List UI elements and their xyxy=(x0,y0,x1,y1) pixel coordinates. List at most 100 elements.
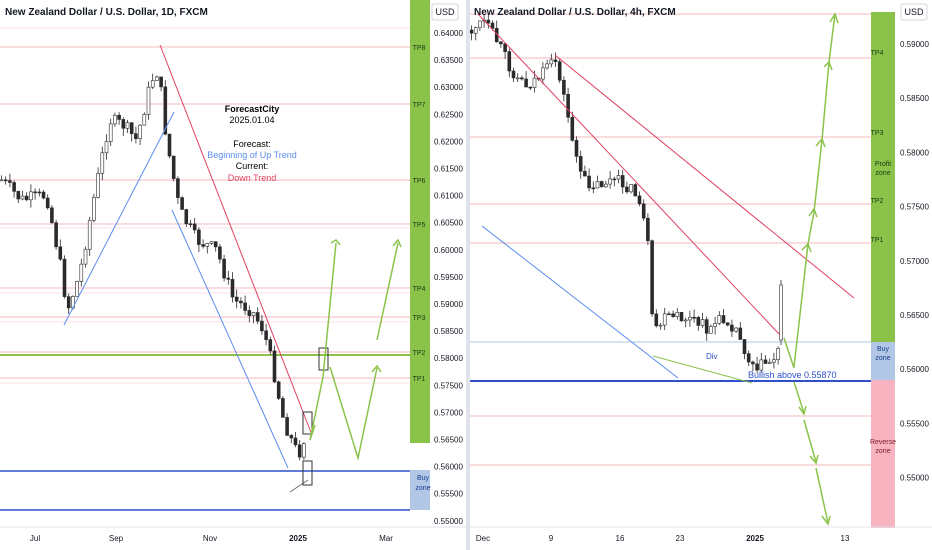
price-label: 0.63000 xyxy=(434,83,463,92)
time-label: 13 xyxy=(841,534,850,543)
downtrend-line xyxy=(159,44,313,436)
tp-label: TP1 xyxy=(871,237,884,244)
tp-label: TP1 xyxy=(413,376,426,383)
currency-badge[interactable] xyxy=(900,3,928,21)
price-label: 0.61000 xyxy=(434,192,463,201)
price-label: 0.61500 xyxy=(434,165,463,174)
panel-divider xyxy=(466,0,470,550)
price-label: 0.55000 xyxy=(434,517,463,526)
time-label: 9 xyxy=(549,534,554,543)
price-label: 0.60000 xyxy=(434,246,463,255)
lower-channel-line xyxy=(171,209,289,469)
price-label: 0.58000 xyxy=(434,354,463,363)
forecast-date: 2025.01.04 xyxy=(229,115,274,125)
price-label: 0.58500 xyxy=(434,327,463,336)
divergence-line xyxy=(652,355,753,384)
price-label: 0.59500 xyxy=(434,273,463,282)
price-label: 0.60500 xyxy=(434,219,463,228)
time-label: 23 xyxy=(676,534,685,543)
buy-zone-label-2: zone xyxy=(875,355,890,362)
4h-candles xyxy=(470,13,783,374)
current-value: Down Trend xyxy=(228,173,277,183)
time-label: Mar xyxy=(379,534,393,543)
buy-zone-label-2: zone xyxy=(415,485,430,492)
buy-zone-bar xyxy=(410,470,430,510)
price-label: 0.58000 xyxy=(900,148,929,157)
div-label: Div xyxy=(706,352,718,361)
price-label: 0.59000 xyxy=(434,300,463,309)
price-label: 0.56500 xyxy=(434,436,463,445)
price-label: 0.56000 xyxy=(900,365,929,374)
tp-label: TP3 xyxy=(413,315,426,322)
currency-label: USD xyxy=(435,7,455,17)
forecast-value: Beginning of Up Trend xyxy=(207,150,297,160)
tp-label: TP3 xyxy=(871,130,884,137)
price-label: 0.55000 xyxy=(900,474,929,483)
profit-zone-bar xyxy=(871,12,895,342)
target-box-2 xyxy=(302,411,313,435)
time-label: Nov xyxy=(203,534,217,543)
forecast-arrows xyxy=(783,12,839,526)
target-box-3 xyxy=(302,460,313,486)
time-label: 16 xyxy=(616,534,625,543)
buy-zone-label-1: Buy xyxy=(877,346,890,353)
time-axis-labels: Jul Sep Nov 2025 Mar xyxy=(30,534,393,543)
price-label: 0.57500 xyxy=(900,203,929,212)
price-axis-labels: 0.59000 0.58500 0.58000 0.57500 0.57000 0.565… xyxy=(900,40,929,483)
buy-zone-bar xyxy=(871,342,895,380)
tp-label: TP2 xyxy=(871,198,884,205)
chart-panel-daily[interactable]: ForecastCity 2025.01.04 Forecast: Beginn… xyxy=(0,0,466,550)
chart-title: New Zealand Dollar / U.S. Dollar, 4h, FX… xyxy=(474,7,676,18)
price-label: 0.62000 xyxy=(434,137,463,146)
bullish-label: Bullish above 0.55870 xyxy=(748,370,837,380)
chart-title: New Zealand Dollar / U.S. Dollar, 1D, FX… xyxy=(5,7,208,18)
price-axis-labels: 0.64000 0.63500 0.63000 0.62500 0.62000 0.615… xyxy=(434,29,463,526)
price-label: 0.58500 xyxy=(900,94,929,103)
price-label: 0.57500 xyxy=(434,381,463,390)
profit-zone-bar xyxy=(410,0,430,443)
price-axis xyxy=(430,0,466,550)
4h-chart-canvas[interactable]: Div Bullish above 0.55870 New Zealand Do… xyxy=(470,0,932,550)
price-label: 0.55500 xyxy=(900,419,929,428)
current-label: Current: xyxy=(236,161,269,171)
tp-label: TP5 xyxy=(413,222,426,229)
currency-label: USD xyxy=(904,7,924,17)
reverse-zone-label-2: zone xyxy=(875,448,890,455)
price-label: 0.57000 xyxy=(900,257,929,266)
tp-label: TP2 xyxy=(413,350,426,357)
forecast-arrows xyxy=(309,238,402,461)
daily-candles xyxy=(0,73,306,461)
buy-zone-label-1: Buy xyxy=(417,475,430,482)
tp-label: TP6 xyxy=(413,178,426,185)
time-label: Jul xyxy=(30,534,40,543)
profit-zone-label-2: zone xyxy=(875,170,890,177)
price-label: 0.57000 xyxy=(434,408,463,417)
main-downtrend-line xyxy=(554,54,855,299)
support-trend-line xyxy=(481,225,679,379)
forecast-brand: ForecastCity xyxy=(225,104,280,114)
steep-downtrend-line xyxy=(477,13,781,336)
profit-zone-label-1: Profit xyxy=(875,161,891,168)
reverse-zone-bar xyxy=(871,380,895,528)
forecast-label: Forecast: xyxy=(233,139,271,149)
time-axis-labels: Dec 9 16 23 2025 13 xyxy=(476,534,850,543)
time-label: 2025 xyxy=(746,534,764,543)
time-label: 2025 xyxy=(289,534,307,543)
tp-label: TP4 xyxy=(871,50,884,57)
daily-chart-canvas[interactable]: ForecastCity 2025.01.04 Forecast: Beginn… xyxy=(0,0,466,550)
price-label: 0.63500 xyxy=(434,56,463,65)
price-label: 0.62500 xyxy=(434,110,463,119)
price-label: 0.56500 xyxy=(900,311,929,320)
currency-badge[interactable] xyxy=(431,3,459,21)
reverse-zone-label-1: Reverse xyxy=(870,439,896,446)
chart-panel-4h[interactable]: Div Bullish above 0.55870 New Zealand Do… xyxy=(470,0,932,550)
tp-level-lines xyxy=(470,13,871,466)
price-label: 0.55500 xyxy=(434,490,463,499)
price-label: 0.64000 xyxy=(434,29,463,38)
price-axis xyxy=(895,0,932,550)
tp-label: TP4 xyxy=(413,286,426,293)
time-label: Dec xyxy=(476,534,490,543)
tp-labels: TP8 TP7 TP6 TP5 TP4 TP3 TP2 TP1 xyxy=(413,45,426,383)
tp-labels: TP4 TP3 TP2 TP1 xyxy=(871,50,884,244)
div-line xyxy=(289,479,309,493)
